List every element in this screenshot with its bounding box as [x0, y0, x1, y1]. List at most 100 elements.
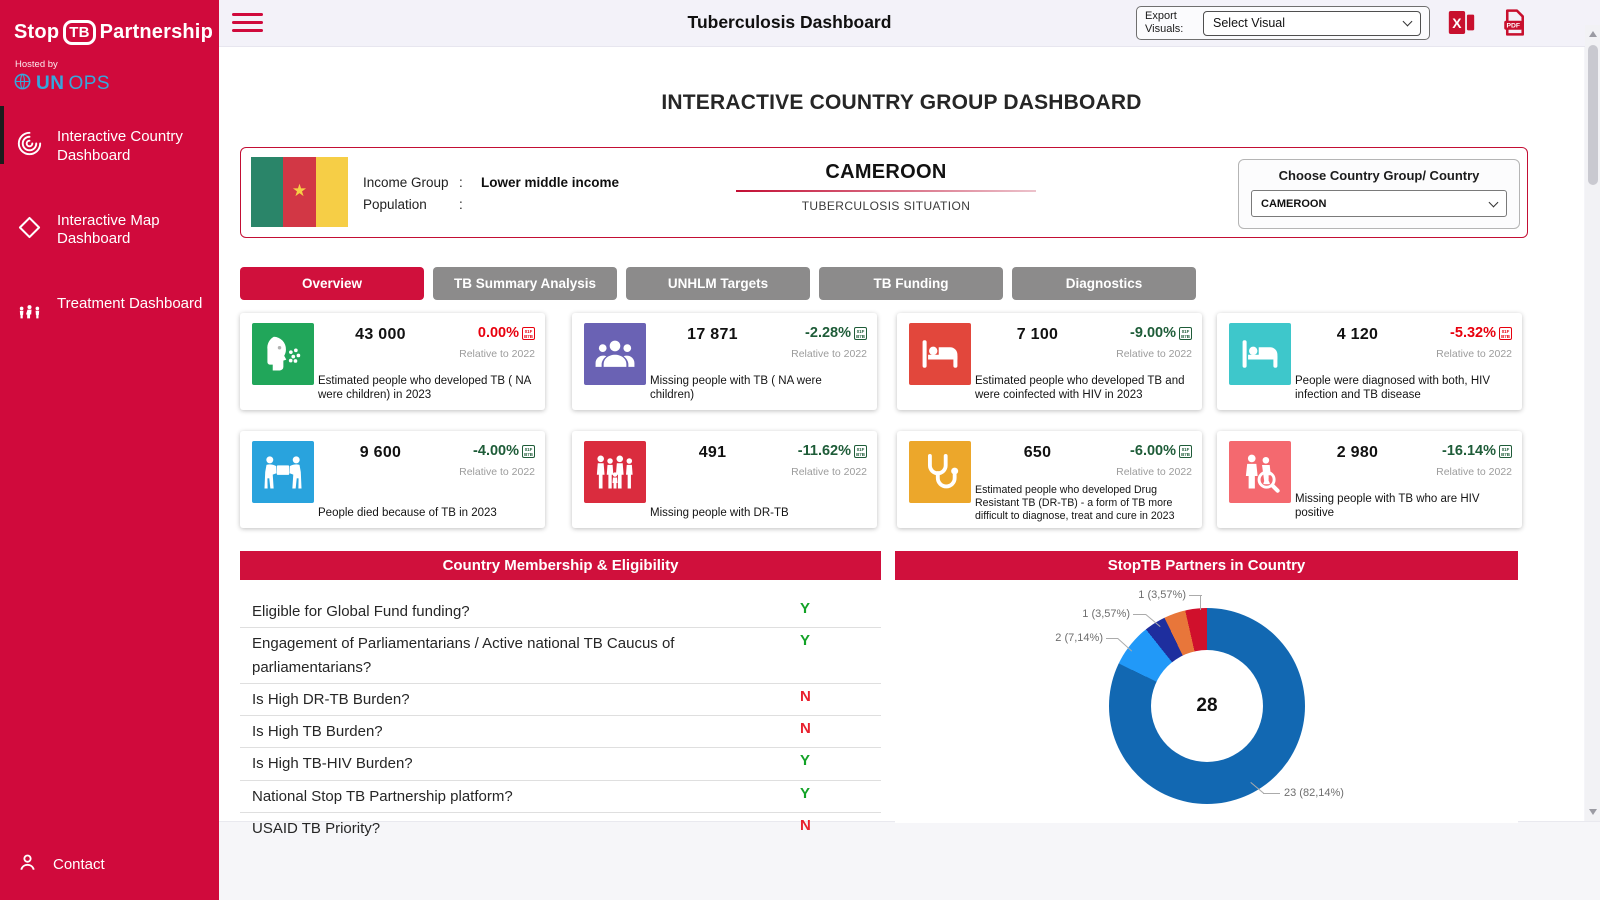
table-row: Engagement of Parliamentarians / Active …: [240, 628, 881, 684]
membership-answer: N: [800, 688, 811, 711]
map-dashboard-icon: [16, 214, 43, 247]
country-name: CAMEROON: [671, 161, 1101, 184]
kpi-value: 7 100: [975, 326, 1100, 344]
vertical-scrollbar[interactable]: [1585, 25, 1600, 821]
kpi-relative-label: Relative to 2022: [459, 348, 535, 360]
kpi-relative-label: Relative to 2022: [459, 466, 535, 478]
digits-icon: 01FB7B: [854, 445, 867, 458]
find-people-icon: [1229, 441, 1291, 503]
stethoscope-icon: [909, 441, 971, 503]
kpi-value: 9 600: [318, 444, 443, 462]
logo-partnership: Partnership: [100, 21, 213, 44]
membership-question: Is High TB Burden?: [252, 720, 792, 743]
kpi-value: 2 980: [1295, 444, 1420, 462]
digits-icon: 01FB7B: [522, 327, 535, 340]
kpi-value: 4 120: [1295, 326, 1420, 344]
contact-label: Contact: [53, 856, 105, 873]
country-info: Income Group : Lower middle income Popul…: [363, 175, 619, 219]
membership-answer: Y: [800, 632, 810, 679]
tab-tb-funding[interactable]: TB Funding: [819, 267, 1003, 300]
country-dashboard-icon: [16, 130, 43, 163]
export-pdf-button[interactable]: PDF: [1500, 8, 1529, 37]
select-visual-dropdown[interactable]: Select Visual: [1203, 11, 1421, 36]
kpi-card-diagnosed-hiv-tb: 4 120 -5.32% 01FB7B Relative to 2022 Peo…: [1217, 313, 1522, 410]
topbar: Tuberculosis Dashboard Export Visuals: S…: [219, 0, 1600, 47]
sidebar-item-contact[interactable]: Contact: [0, 851, 105, 878]
kpi-change: -4.00% 01FB7B: [473, 443, 535, 459]
tb-badge-icon: TB: [63, 20, 95, 45]
excel-x-letter: X: [1452, 15, 1462, 31]
sidebar-item-label: Treatment Dashboard: [57, 295, 202, 314]
kpi-value: 43 000: [318, 326, 443, 344]
kpi-relative-label: Relative to 2022: [1436, 466, 1512, 478]
membership-answer: Y: [800, 785, 810, 808]
kpi-card-tb-hiv-coinfected: 7 100 -9.00% 01FB7B Relative to 2022 Est…: [897, 313, 1202, 410]
donut-label-navy-slice: 1 (3,57%): [1030, 608, 1130, 620]
unops-ops-text: OPS: [68, 73, 110, 95]
scrollbar-thumb[interactable]: [1588, 45, 1598, 185]
page-title: INTERACTIVE COUNTRY GROUP DASHBOARD: [219, 91, 1584, 115]
kpi-change: -2.28% 01FB7B: [805, 325, 867, 341]
treatment-dashboard-icon: [16, 297, 43, 330]
sidebar-item-label: Interactive Country Dashboard: [57, 128, 209, 166]
unops-un-text: UN: [36, 73, 64, 95]
pdf-label: PDF: [1507, 23, 1521, 30]
sidebar: Stop TB Partnership Hosted by UN OPS Int…: [0, 0, 219, 900]
cameroon-flag: [251, 157, 348, 227]
tab-diagnostics[interactable]: Diagnostics: [1012, 267, 1196, 300]
country-chooser-label: Choose Country Group/ Country: [1239, 160, 1519, 183]
sidebar-item-interactive-map-dashboard[interactable]: Interactive Map Dashboard: [0, 202, 219, 260]
main-canvas: INTERACTIVE COUNTRY GROUP DASHBOARD Inco…: [219, 47, 1584, 821]
leader-line: [1263, 793, 1280, 794]
country-header-card: Income Group : Lower middle income Popul…: [240, 147, 1528, 238]
income-group-label: Income Group: [363, 175, 459, 190]
kpi-relative-label: Relative to 2022: [791, 348, 867, 360]
export-visuals-label: Export Visuals:: [1145, 10, 1195, 36]
export-excel-button[interactable]: X: [1447, 8, 1476, 37]
country-name-underline: [736, 190, 1036, 192]
kpi-relative-label: Relative to 2022: [791, 466, 867, 478]
scroll-down-icon[interactable]: [1589, 809, 1597, 815]
cough-icon: [252, 323, 314, 385]
tab-overview[interactable]: Overview: [240, 267, 424, 300]
donut-center-total: 28: [1151, 650, 1263, 762]
kpi-card-missing-drtb: 491 -11.62% 01FB7B Relative to 2022 Miss…: [572, 431, 877, 528]
kpi-card-tb-developed: 43 000 0.00% 01FB7B Relative to 2022 Est…: [240, 313, 545, 410]
kpi-description: People were diagnosed with both, HIV inf…: [1295, 374, 1513, 402]
membership-answer: N: [800, 817, 811, 840]
membership-question: Is High TB-HIV Burden?: [252, 752, 792, 775]
kpi-description: People died because of TB in 2023: [318, 506, 536, 520]
country-chooser: Choose Country Group/ Country CAMEROON: [1238, 159, 1520, 229]
country-select-value: CAMEROON: [1261, 198, 1326, 210]
sidebar-item-treatment-dashboard[interactable]: Treatment Dashboard: [0, 285, 219, 340]
sidebar-item-interactive-country-dashboard[interactable]: Interactive Country Dashboard: [0, 118, 219, 176]
tab-unhlm-targets[interactable]: UNHLM Targets: [626, 267, 810, 300]
digits-icon: 01FB7B: [1179, 327, 1192, 340]
digits-icon: 01FB7B: [854, 327, 867, 340]
kpi-value: 17 871: [650, 326, 775, 344]
scroll-up-icon[interactable]: [1589, 31, 1597, 37]
kpi-card-missing-tb: 17 871 -2.28% 01FB7B Relative to 2022 Mi…: [572, 313, 877, 410]
table-row: Is High TB Burden? N: [240, 716, 881, 748]
carry-icon: [252, 441, 314, 503]
kpi-card-missing-tb-hiv: 2 980 -16.14% 01FB7B Relative to 2022 Mi…: [1217, 431, 1522, 528]
kpi-change: -6.00% 01FB7B: [1130, 443, 1192, 459]
country-select[interactable]: CAMEROON: [1251, 190, 1507, 217]
kpi-change: -11.62% 01FB7B: [798, 443, 867, 459]
kpi-change: -5.32% 01FB7B: [1450, 325, 1512, 341]
kpi-description: Missing people with TB who are HIV posit…: [1295, 492, 1513, 520]
sidebar-item-label: Interactive Map Dashboard: [57, 212, 209, 250]
population-label: Population: [363, 197, 459, 212]
kpi-description: Missing people with TB ( NA were childre…: [650, 374, 868, 402]
tab-tb-summary-analysis[interactable]: TB Summary Analysis: [433, 267, 617, 300]
digits-icon: 01FB7B: [1499, 445, 1512, 458]
sidebar-nav: Interactive Country Dashboard Interactiv…: [0, 118, 219, 340]
export-visuals-group: Export Visuals: Select Visual: [1136, 6, 1430, 40]
kpi-value: 491: [650, 444, 775, 462]
contact-person-icon: [16, 851, 39, 878]
membership-question: National Stop TB Partnership platform?: [252, 785, 792, 808]
logo-stop: Stop: [14, 21, 59, 44]
membership-answer: Y: [800, 600, 810, 623]
membership-answer: Y: [800, 752, 810, 775]
membership-question: Is High DR-TB Burden?: [252, 688, 792, 711]
